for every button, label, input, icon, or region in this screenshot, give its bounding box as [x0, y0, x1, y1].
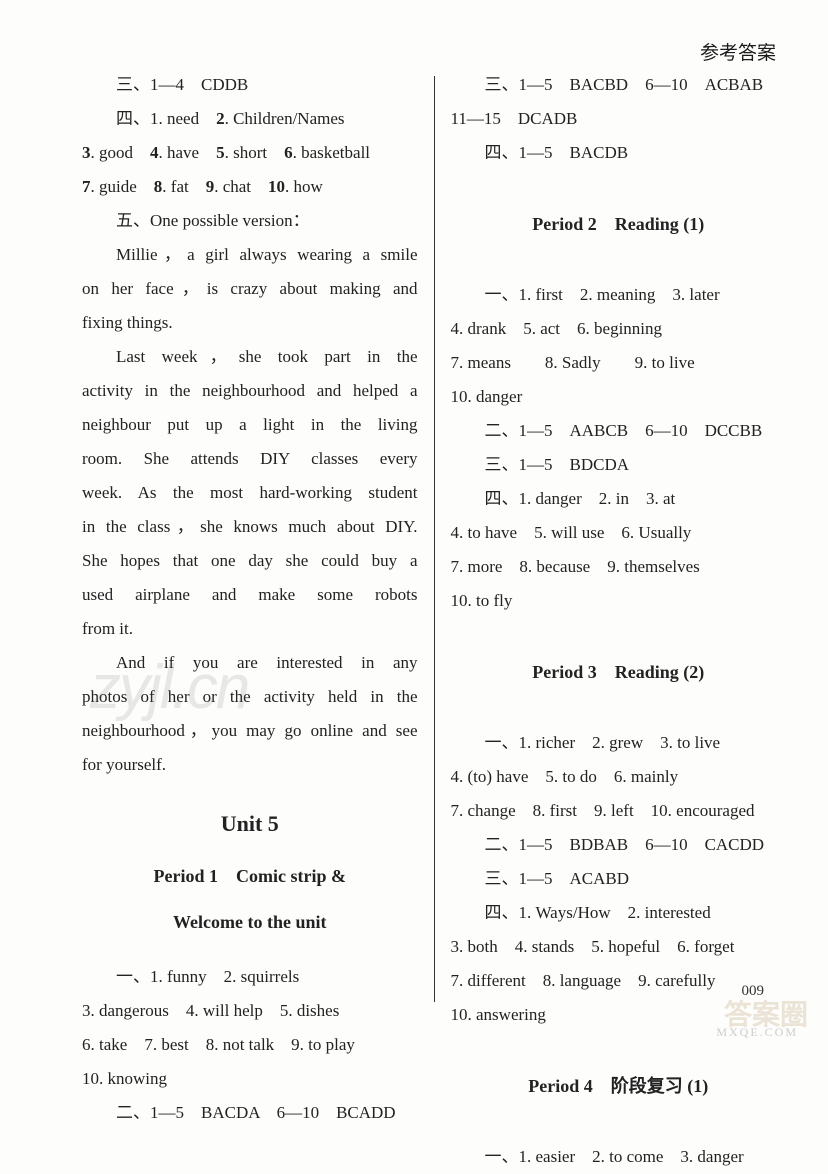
answer-line: 7. means 8. Sadly 9. to live: [451, 346, 787, 380]
answer-line: 一、1. first 2. meaning 3. later: [451, 278, 787, 312]
answer-line: 三、1—5 ACABD: [451, 862, 787, 896]
period-title: Period 2 Reading (1): [451, 206, 787, 242]
period-subtitle: Welcome to the unit: [82, 904, 418, 940]
answer-line: 7. more 8. because 9. themselves: [451, 550, 787, 584]
answer-line: 4. drank 5. act 6. beginning: [451, 312, 787, 346]
essay-line: photos of her or the activity held in th…: [82, 680, 418, 714]
content-columns: 三、1—4 CDDB 四、1. need 2. Children/Names 3…: [0, 0, 828, 1042]
answer-line: 7. different 8. language 9. carefully: [451, 964, 787, 998]
answer-line: 三、1—5 BACBD 6—10 ACBAB: [451, 68, 787, 102]
essay-line: for yourself.: [82, 748, 418, 782]
period-title: Period 3 Reading (2): [451, 654, 787, 690]
answer-line: 3. good 4. have 5. short 6. basketball: [82, 136, 418, 170]
answer-line: 三、1—4 CDDB: [82, 68, 418, 102]
answer-line: 一、1. richer 2. grew 3. to live: [451, 726, 787, 760]
answer-line: 3. dangerous 4. will help 5. dishes: [82, 994, 418, 1028]
answer-line: 二、1—5 BDBAB 6—10 CACDD: [451, 828, 787, 862]
right-column: 三、1—5 BACBD 6—10 ACBAB 11—15 DCADB 四、1—5…: [435, 68, 787, 1042]
answer-line: 一、1. easier 2. to come 3. danger: [451, 1140, 787, 1174]
answer-line: 10. knowing: [82, 1062, 418, 1096]
answer-line: 4. (to) have 5. to do 6. mainly: [451, 760, 787, 794]
essay-line: in the class，she knows much about DIY.: [82, 510, 418, 544]
answer-line: 二、1—5 AABCB 6—10 DCCBB: [451, 414, 787, 448]
answer-line: 一、1. funny 2. squirrels: [82, 960, 418, 994]
essay-line: from it.: [82, 612, 418, 646]
essay-line: neighbour put up a light in the living: [82, 408, 418, 442]
header-label: 参考答案: [700, 38, 776, 65]
answer-line: 4. to have 5. will use 6. Usually: [451, 516, 787, 550]
essay-line: And if you are interested in any: [82, 646, 418, 680]
essay-line: She hopes that one day she could buy a: [82, 544, 418, 578]
answer-line: 四、1. need 2. Children/Names: [82, 102, 418, 136]
essay-line: on her face，is crazy about making and: [82, 272, 418, 306]
answer-line: 二、1—5 BACDA 6—10 BCADD: [82, 1096, 418, 1130]
essay-line: neighbourhood，you may go online and see: [82, 714, 418, 748]
answer-line: 四、1. danger 2. in 3. at: [451, 482, 787, 516]
answer-line: 五、One possible version：: [82, 204, 418, 238]
unit-title: Unit 5: [82, 802, 418, 846]
essay-line: fixing things.: [82, 306, 418, 340]
left-column: 三、1—4 CDDB 四、1. need 2. Children/Names 3…: [82, 68, 434, 1042]
answer-line: 四、1—5 BACDB: [451, 136, 787, 170]
answer-line: 7. change 8. first 9. left 10. encourage…: [451, 794, 787, 828]
page-number: 009: [742, 983, 765, 1000]
essay-line: used airplane and make some robots: [82, 578, 418, 612]
answer-line: 三、1—5 BDCDA: [451, 448, 787, 482]
answer-line: 10. to fly: [451, 584, 787, 618]
essay-line: Last week，she took part in the: [82, 340, 418, 374]
answer-line: 11—15 DCADB: [451, 102, 787, 136]
answer-line: 3. both 4. stands 5. hopeful 6. forget: [451, 930, 787, 964]
period-title: Period 4 阶段复习 (1): [451, 1068, 787, 1104]
answer-line: 7. guide 8. fat 9. chat 10. how: [82, 170, 418, 204]
answer-line: 10. danger: [451, 380, 787, 414]
essay-line: room. She attends DIY classes every: [82, 442, 418, 476]
essay-line: week. As the most hard-working student: [82, 476, 418, 510]
answer-line: 6. take 7. best 8. not talk 9. to play: [82, 1028, 418, 1062]
essay-line: Millie，a girl always wearing a smile: [82, 238, 418, 272]
answer-line: 四、1. Ways/How 2. interested: [451, 896, 787, 930]
period-title: Period 1 Comic strip &: [82, 858, 418, 894]
essay-line: activity in the neighbourhood and helped…: [82, 374, 418, 408]
corner-url: MXQE.COM: [716, 1025, 798, 1040]
